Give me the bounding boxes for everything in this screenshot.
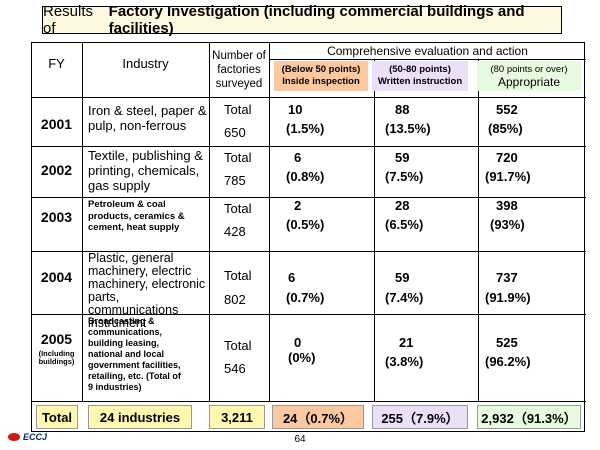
total-appropriate: 2,932（91.3%） — [477, 405, 581, 429]
header-appropriate: (80 points or over) Appropriate — [477, 61, 581, 91]
col-divider — [269, 43, 270, 401]
appr-pct-2005: (96.2%) — [485, 354, 531, 369]
row-divider — [32, 146, 586, 147]
fy-2003: 2003 — [40, 209, 73, 225]
below-pct-2004: (0.7%) — [286, 290, 325, 305]
appr-2004: 737 — [496, 270, 518, 285]
col-divider — [478, 59, 479, 401]
industry-2001: Iron & steel, paper & pulp, non-ferrous — [88, 103, 207, 133]
fy-2005-note: (Including buildings) — [38, 349, 75, 366]
appr-2002: 720 — [496, 150, 518, 165]
below-2001: 10 — [288, 102, 303, 117]
mid-2002: 59 — [395, 150, 410, 165]
appr-2001: 552 — [496, 102, 518, 117]
fy-2002: 2002 — [40, 162, 73, 178]
row-divider — [32, 314, 586, 315]
header-below-50: (Below 50 points) Inside inspection — [274, 61, 368, 91]
appr-pct-2002: (91.7%) — [485, 169, 531, 184]
row-divider — [32, 251, 586, 252]
mid-2004: 59 — [395, 270, 410, 285]
mid-2003: 28 — [395, 198, 410, 213]
row-divider — [32, 401, 586, 402]
fy-2001: 2001 — [40, 116, 73, 132]
results-table — [31, 42, 586, 432]
below-pct-2002: (0.8%) — [286, 169, 325, 184]
surveyed-2003: 428 — [224, 224, 246, 239]
appr-2005: 525 — [496, 335, 518, 350]
industry-2004: Plastic, general machinery, electric mac… — [88, 251, 206, 330]
header-50-80: (50-80 points) Written instruction — [372, 61, 468, 91]
page-title: Results of Factory Investigation (includ… — [42, 3, 562, 37]
header-industry: Industry — [122, 56, 169, 71]
title-bold: Factory Investigation (including commerc… — [108, 3, 525, 37]
below-pct-2001: (1.5%) — [286, 121, 325, 136]
below-2003: 2 — [294, 198, 302, 213]
fy-2005: 2005 — [40, 331, 73, 347]
surveyed-2004: 802 — [224, 292, 246, 307]
eval-divider — [269, 59, 586, 60]
below-pct-2003: (0.5%) — [286, 217, 325, 232]
appr-2003: 398 — [496, 198, 518, 213]
appr-pct-2004: (91.9%) — [485, 290, 531, 305]
below-2004: 6 — [288, 270, 296, 285]
mid-pct-2001: (13.5%) — [385, 121, 431, 136]
total-industries: 24 industries — [88, 405, 192, 429]
eccj-logo: ECCJ — [8, 432, 47, 442]
col-divider — [82, 43, 83, 401]
header-fy: FY — [48, 56, 65, 71]
total-mid: 255（7.9%） — [372, 405, 468, 429]
surveyed-2002: 785 — [224, 173, 246, 188]
industry-2005: Broadcasting & communications, building … — [88, 316, 181, 392]
header-evaluation: Comprehensive evaluation and action — [327, 44, 528, 58]
industry-2003: Petroleum & coal products, ceramics & ce… — [88, 199, 185, 233]
total-label-2001: Total — [224, 102, 252, 117]
header-divider — [32, 97, 586, 98]
total-label-2004: Total — [224, 268, 252, 283]
surveyed-2005: 546 — [224, 361, 246, 376]
row-divider — [32, 197, 586, 198]
appr-pct-2001: (85%) — [488, 121, 523, 136]
total-label-2003: Total — [224, 201, 252, 216]
mid-pct-2005: (3.8%) — [385, 354, 424, 369]
surveyed-2001: 650 — [224, 125, 246, 140]
below-2005: 0 — [294, 335, 302, 350]
mid-pct-2002: (7.5%) — [385, 169, 424, 184]
col-divider — [374, 59, 375, 401]
logo-mark-icon — [8, 433, 20, 441]
mid-pct-2003: (6.5%) — [385, 217, 424, 232]
below-2002: 6 — [294, 150, 302, 165]
mid-pct-2004: (7.4%) — [385, 290, 424, 305]
total-below: 24（0.7%） — [272, 405, 364, 429]
mid-2005: 21 — [399, 335, 414, 350]
total-label-2005: Total — [224, 338, 252, 353]
col-divider — [209, 43, 210, 401]
mid-2001: 88 — [395, 102, 410, 117]
below-pct-2005: (0%) — [288, 350, 316, 365]
fy-2004: 2004 — [40, 269, 73, 285]
industry-2002: Textile, publishing & printing, chemical… — [88, 148, 203, 193]
total-label: Total — [36, 405, 78, 429]
title-prefix: Results of — [43, 3, 94, 37]
header-number-surveyed: Number of factories surveyed — [212, 50, 266, 90]
total-surveyed: 3,211 — [209, 405, 265, 429]
appr-pct-2003: (93%) — [490, 217, 525, 232]
page-number: 64 — [294, 434, 306, 445]
total-label-2002: Total — [224, 150, 252, 165]
